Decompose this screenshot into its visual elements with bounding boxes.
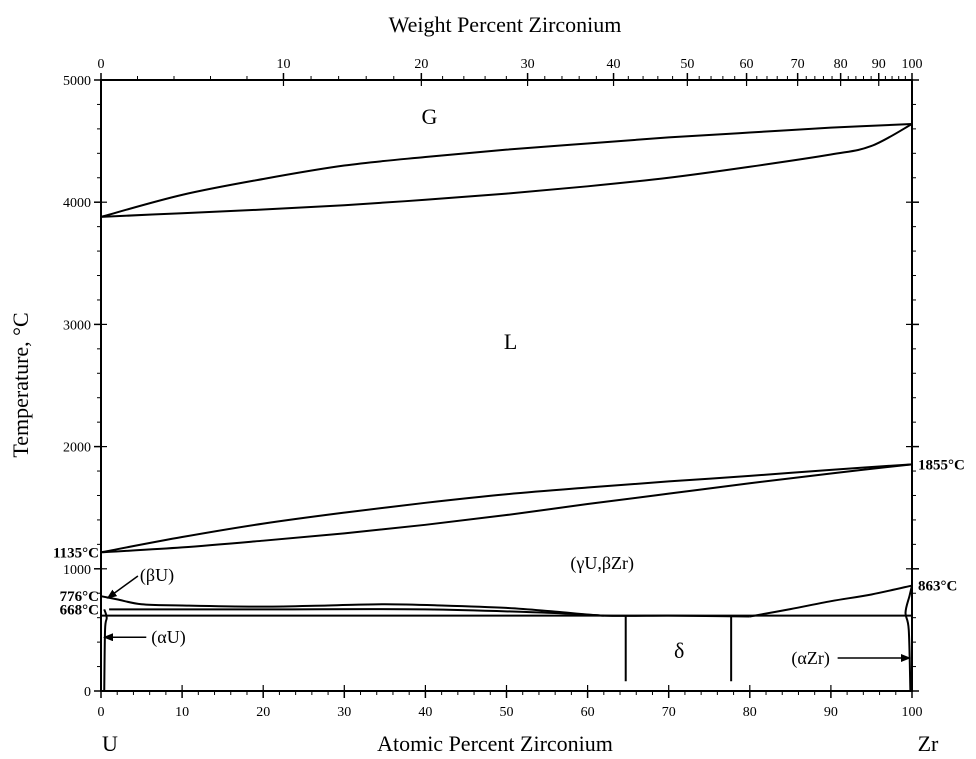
- y-tick-label: 4000: [63, 196, 91, 211]
- x-tick-label: 30: [337, 705, 351, 720]
- phase-boundary-curve: [109, 608, 604, 617]
- phase-boundary-curve: [100, 123, 913, 218]
- labels-group: G L (γU,βZr) δ (βU) (αU) (αZr) 1135°C 776°C668°C…: [53, 104, 965, 669]
- phase-label: (βU): [140, 565, 174, 586]
- plot-frame: [100, 79, 913, 692]
- bottom-axis-title: Atomic Percent Zirconium: [377, 731, 613, 754]
- y-axis-title: Temperature, °C: [8, 312, 33, 457]
- left-element-label: U: [102, 731, 118, 754]
- x-tick-label: 20: [256, 705, 270, 720]
- x-tick-label: 70: [662, 705, 676, 720]
- top-tick-label: 70: [791, 57, 805, 72]
- right-element-label: Zr: [918, 731, 939, 754]
- region-label: G: [422, 104, 438, 129]
- phase-boundary-curve: [103, 609, 108, 692]
- x-tick-label: 60: [581, 705, 595, 720]
- phase-boundary-curve: [100, 463, 913, 554]
- top-tick-label: 30: [521, 57, 535, 72]
- temperature-label: 1135°C: [53, 545, 99, 561]
- phase-label: (αZr): [791, 648, 829, 669]
- y-tick-label: 1000: [63, 563, 91, 578]
- x-tick-label: 10: [175, 705, 189, 720]
- x-tick-label: 80: [743, 705, 757, 720]
- top-tick-label: 10: [276, 57, 290, 72]
- beta-u-arrow: [106, 575, 139, 599]
- top-tick-label: 0: [98, 57, 105, 72]
- top-tick-label: 20: [414, 57, 428, 72]
- phase-boundary-curve: [100, 122, 913, 218]
- top-axis-title: Weight Percent Zirconium: [389, 12, 622, 37]
- phase-boundaries-group: [100, 122, 913, 692]
- y-tick-label: 2000: [63, 441, 91, 456]
- region-label: δ: [674, 638, 684, 663]
- region-label: L: [504, 329, 517, 354]
- top-tick-label: 90: [872, 57, 886, 72]
- x-tick-label: 40: [418, 705, 432, 720]
- top-tick-label: 60: [740, 57, 754, 72]
- top-tick-label: 80: [834, 57, 848, 72]
- temperature-label: 668°C: [60, 602, 99, 618]
- region-label: (γU,βZr): [570, 553, 634, 574]
- phase-boundary-curve: [904, 585, 913, 692]
- top-tick-label: 40: [607, 57, 621, 72]
- phase-boundary-curve: [100, 463, 913, 554]
- y-tick-label: 3000: [63, 318, 91, 333]
- y-tick-label: 0: [84, 685, 91, 700]
- x-tick-label: 100: [902, 705, 923, 720]
- phase-boundary-curve: [100, 595, 750, 618]
- temperature-label: 1855°C: [918, 457, 965, 473]
- temperature-label: 863°C: [918, 579, 957, 595]
- top-tick-label: 50: [680, 57, 694, 72]
- top-tick-label: 100: [902, 57, 923, 72]
- temperature-label: 776°C: [60, 589, 99, 605]
- phase-label: (αU): [151, 627, 185, 648]
- x-tick-label: 0: [98, 705, 105, 720]
- x-tick-label: 50: [500, 705, 514, 720]
- x-tick-label: 90: [824, 705, 838, 720]
- axes-group: 0 10 20 30 40 50 60 70 80 90 1000 10 20 30 40 50 60 70 80 9…: [63, 57, 923, 720]
- phase-boundary-curve: [749, 584, 913, 618]
- y-tick-label: 5000: [63, 74, 91, 89]
